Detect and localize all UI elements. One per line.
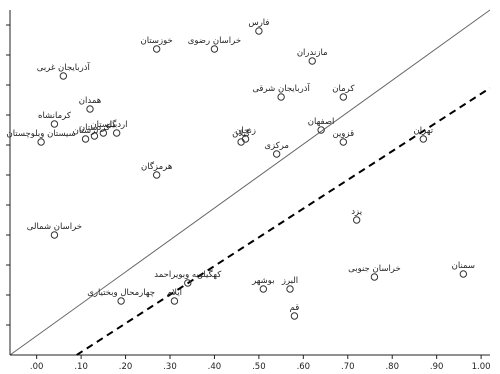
point-label: آذربایجان غربی [37, 61, 91, 73]
point-label: کهگیلویه وبویراحمد [154, 269, 222, 280]
x-tick-label: .60 [297, 362, 311, 372]
reference-line [9, 9, 491, 356]
x-tick-label: .20 [119, 362, 133, 372]
data-point [59, 72, 68, 80]
data-point [352, 216, 361, 224]
point-label: کرمانشاه [38, 111, 72, 121]
point-label: مازندران [297, 48, 328, 58]
point-label: هرمزگان [141, 161, 172, 172]
data-point [459, 270, 468, 278]
x-tick-label: .40 [208, 362, 222, 372]
data-point [184, 279, 192, 287]
point-label: مرکزی [264, 141, 289, 151]
x-tick-label: .80 [385, 362, 399, 372]
point-label: کرمان [332, 84, 355, 94]
point-label: همدان [79, 96, 101, 106]
fit-line [76, 87, 491, 356]
data-point [277, 93, 285, 101]
chart-points [37, 27, 468, 320]
data-point [86, 105, 94, 113]
point-label: آذربایجان شرقی [252, 82, 310, 94]
point-label: قم [290, 303, 300, 313]
point-label: خراسان شمالی [27, 222, 82, 232]
point-label: گیلان [232, 128, 251, 139]
point-label: خراسان جنوبی [348, 264, 401, 274]
data-point [50, 120, 59, 128]
point-label: قزوین [332, 129, 354, 139]
point-label: یزد [351, 207, 362, 217]
point-label: گلستان [90, 119, 117, 130]
point-label: خوزستان [141, 36, 173, 46]
data-point [152, 45, 161, 53]
data-point [237, 138, 245, 146]
point-label: ایلام [167, 288, 182, 298]
data-point [170, 297, 179, 305]
data-point [112, 129, 121, 137]
x-tick-label: 1.00 [472, 362, 491, 372]
point-label: زنجان [235, 126, 256, 136]
data-point [370, 273, 379, 281]
data-point [99, 129, 108, 137]
point-label: چهارمحال وبختیاری [87, 288, 155, 298]
x-tick-label: .10 [74, 362, 88, 372]
chart-axes: .00 .10 .20 .30 .40 .50 .60 .70 .80 .90 1.00 [6, 10, 491, 372]
data-point [286, 285, 294, 293]
x-tick-label: .50 [252, 362, 266, 372]
x-tick-label: .70 [341, 362, 355, 372]
data-point [419, 135, 428, 143]
data-point [210, 45, 219, 53]
data-point [50, 231, 59, 239]
data-point [308, 57, 316, 65]
data-point [255, 27, 263, 35]
point-label: فارس [248, 18, 269, 28]
chart-lines [9, 9, 491, 356]
point-label: سمنان [452, 261, 475, 271]
data-point [90, 132, 99, 140]
point-label: اصفهان [308, 117, 335, 127]
chart-point-labels: فارس خوزستان خراسان رضوی مازندران آذربایجان … [6, 18, 475, 313]
data-point [272, 150, 281, 158]
data-point [117, 297, 125, 305]
point-label: اردبیل [106, 120, 128, 130]
data-point [81, 135, 90, 143]
data-point [290, 312, 299, 320]
x-tick-label: .00 [30, 362, 44, 372]
data-point [152, 171, 161, 179]
point-label: تهران [414, 126, 434, 136]
data-point [339, 138, 348, 146]
point-label: کردستان [79, 123, 111, 133]
data-point [339, 93, 348, 101]
point-label: سیستان وبلوچستان [6, 129, 75, 139]
data-point [37, 138, 45, 146]
point-label: بوشهر [251, 276, 275, 286]
data-point [259, 285, 268, 293]
x-tick-label: .30 [163, 362, 177, 372]
point-label: البرز [281, 276, 298, 286]
x-tick-label: .90 [430, 362, 444, 372]
point-label: لرستان [73, 126, 99, 136]
point-label: خراسان رضوی [188, 36, 241, 46]
data-point [317, 126, 325, 134]
